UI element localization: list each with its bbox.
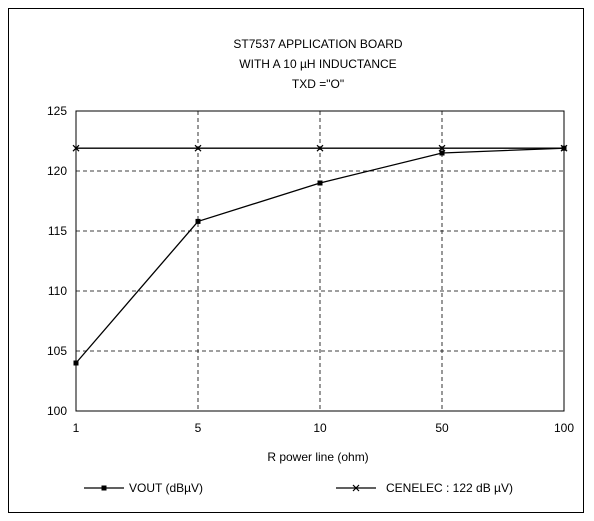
data-point-vout <box>195 218 201 224</box>
data-point-cenelec <box>438 144 446 152</box>
marker-stroke <box>352 484 360 492</box>
legend-vout-marker <box>101 485 107 491</box>
x-tick-label: 50 <box>435 421 449 435</box>
marker-stroke <box>316 144 324 152</box>
y-tick-label: 105 <box>47 344 67 358</box>
x-tick-label: 10 <box>313 421 327 435</box>
x-tick-label: 1 <box>73 421 80 435</box>
data-point-vout <box>317 180 323 186</box>
data-point-cenelec <box>316 144 324 152</box>
legend-cenelec-label: CENELEC : 122 dB µV) <box>386 481 513 495</box>
plot-area: 100 105 110 115 120 125 1 5 10 50 100 <box>47 104 574 435</box>
x-tick-label: 100 <box>554 421 574 435</box>
chart-title-line-2: WITH A 10 µH INDUCTANCE <box>239 57 396 71</box>
data-point-vout <box>73 360 79 366</box>
chart-frame <box>8 8 584 513</box>
y-tick-label: 100 <box>47 404 67 418</box>
y-tick-label: 115 <box>48 224 67 238</box>
marker-stroke <box>194 144 202 152</box>
x-axis-label: R power line (ohm) <box>267 450 368 464</box>
data-point-cenelec <box>194 144 202 152</box>
y-tick-label: 125 <box>47 104 67 118</box>
x-tick-label: 5 <box>195 421 202 435</box>
legend-cenelec-marker <box>352 484 360 492</box>
legend-vout-label: VOUT (dBµV) <box>129 481 203 495</box>
chart-title-line-1: ST7537 APPLICATION BOARD <box>233 37 403 51</box>
y-tick-label: 110 <box>48 284 67 298</box>
marker-stroke <box>72 144 80 152</box>
data-point-cenelec <box>72 144 80 152</box>
y-tick-label: 120 <box>47 164 67 178</box>
legend: VOUT (dBµV) CENELEC : 122 dB µV) <box>84 481 513 495</box>
marker-stroke <box>438 144 446 152</box>
chart-title-line-3: TXD ="O" <box>292 77 344 91</box>
data-point-vout <box>561 145 567 151</box>
data-point-vout <box>439 150 445 156</box>
